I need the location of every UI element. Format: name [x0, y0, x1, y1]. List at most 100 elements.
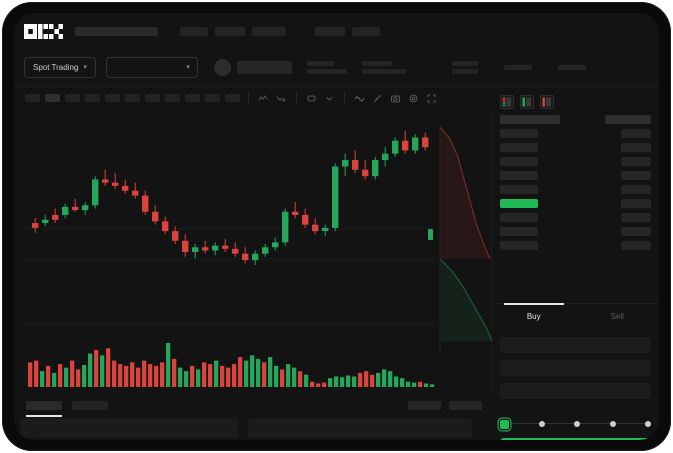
orderbook-row[interactable]: [500, 185, 538, 194]
market-subheader: Spot Trading ▾ ▾: [14, 49, 659, 87]
orderbook-column-header: [500, 115, 560, 124]
orderbook-row[interactable]: [621, 241, 651, 250]
slider-stop-4[interactable]: [645, 421, 651, 427]
orderbook-row[interactable]: [500, 241, 538, 250]
orderbook-row[interactable]: [500, 213, 538, 222]
wave-indicator-icon[interactable]: [353, 92, 366, 105]
orders-actions: [408, 400, 492, 410]
bottom-tab-1[interactable]: [26, 400, 62, 417]
bottom-tab-2[interactable]: [72, 400, 108, 410]
header-search-placeholder[interactable]: [75, 26, 158, 36]
timeframe-button-5[interactable]: [105, 94, 120, 102]
nav-item-2[interactable]: [215, 26, 245, 36]
nav-item-5[interactable]: [352, 26, 380, 36]
timeframe-button-9[interactable]: [185, 94, 200, 102]
orders-action-2[interactable]: [449, 400, 482, 410]
tab-buy-label: Buy: [526, 312, 541, 321]
ruler-drawing-icon[interactable]: [371, 92, 384, 105]
slider-stop-0[interactable]: [500, 419, 509, 429]
stat-label: [557, 65, 586, 70]
price-chart[interactable]: [14, 109, 492, 392]
timeframe-button-7[interactable]: [145, 94, 160, 102]
tab-buy[interactable]: Buy: [492, 303, 576, 329]
timeframe-button-11[interactable]: [225, 94, 240, 102]
toolbar-divider: [248, 92, 249, 104]
indicator-icon[interactable]: [305, 92, 318, 105]
timeframe-button-8[interactable]: [165, 94, 180, 102]
timeframe-button-1[interactable]: [25, 94, 40, 102]
orderbook-left-column: [500, 115, 560, 250]
camera-snapshot-icon[interactable]: [389, 92, 402, 105]
stat-label: [503, 65, 532, 70]
submit-buy-button[interactable]: [500, 438, 651, 440]
orderbook-row[interactable]: [621, 129, 651, 138]
orderbook-row[interactable]: [500, 143, 538, 152]
settings-gear-icon[interactable]: [407, 92, 420, 105]
market-stat-group-5: [557, 65, 586, 70]
order-side-tabs: Buy Sell: [492, 303, 659, 329]
order-form: [492, 329, 659, 399]
okx-logo-icon[interactable]: [24, 23, 63, 39]
orderbook-row[interactable]: [500, 171, 538, 180]
nav-item-4[interactable]: [315, 26, 345, 36]
order-amount-field[interactable]: [500, 360, 651, 376]
stat-value: [361, 69, 406, 74]
orderbook-view-modes: [492, 87, 659, 115]
orderbook-buy-only-view-icon[interactable]: [520, 95, 534, 109]
orderbook-row[interactable]: [500, 227, 538, 236]
timeframe-button-4[interactable]: [85, 94, 100, 102]
orderbook-column-header: [605, 115, 651, 124]
market-type-dropdown[interactable]: Spot Trading ▾: [24, 57, 96, 78]
chevron-down-icon[interactable]: [323, 92, 336, 105]
order-total-field[interactable]: [500, 383, 651, 399]
toolbar-divider: [344, 92, 345, 104]
orderbook-row[interactable]: [621, 199, 651, 208]
market-stat-group-4: [503, 65, 532, 70]
tab-sell[interactable]: Sell: [576, 304, 660, 329]
timeframe-button-6[interactable]: [125, 94, 140, 102]
candlestick-chart-svg: [24, 125, 492, 387]
orderbook-row[interactable]: [621, 185, 651, 194]
slider-stop-2[interactable]: [574, 421, 580, 427]
orderbook-row[interactable]: [621, 227, 651, 236]
orderbook-row[interactable]: [500, 129, 538, 138]
chevron-down-icon: ▾: [83, 64, 87, 71]
orders-action-1[interactable]: [408, 400, 441, 410]
slider-stop-3[interactable]: [609, 421, 616, 427]
orderbook-row[interactable]: [621, 143, 651, 152]
nav-item-3[interactable]: [252, 26, 286, 36]
coin-avatar-icon: [213, 59, 231, 76]
fullscreen-expand-icon[interactable]: [425, 92, 438, 105]
orderbook-row[interactable]: [621, 171, 651, 180]
candlestick-chart-icon[interactable]: [257, 92, 270, 105]
nav-item-1[interactable]: [180, 26, 208, 36]
orderbook-row[interactable]: [621, 157, 651, 166]
orders-tabbar: [14, 392, 492, 418]
orderbook-row[interactable]: [621, 213, 651, 222]
orderbook-sell-only-view-icon[interactable]: [540, 95, 554, 109]
device-screen: Spot Trading ▾ ▾: [14, 13, 659, 440]
orderbook-both-sides-view-icon[interactable]: [500, 95, 514, 109]
chevron-down-icon: ▾: [186, 64, 190, 71]
timeframe-button-3[interactable]: [65, 94, 80, 102]
toolbar-divider: [296, 92, 297, 104]
orderbook-row-highlighted[interactable]: [500, 199, 538, 208]
bottom-panel-2[interactable]: [248, 418, 472, 438]
timeframe-button-2[interactable]: [45, 94, 60, 102]
chart-toolbar: [14, 87, 659, 109]
line-chart-icon[interactable]: [275, 92, 288, 105]
trading-pair-select[interactable]: ▾: [105, 57, 198, 78]
order-price-field[interactable]: [500, 337, 651, 353]
orderbook-rows[interactable]: [492, 115, 659, 301]
timeframe-button-10[interactable]: [205, 94, 220, 102]
stat-label: [451, 61, 478, 66]
slider-stop-1[interactable]: [538, 421, 545, 427]
bottom-panel-1[interactable]: [20, 418, 238, 438]
orderbook-row[interactable]: [500, 157, 538, 166]
app-header: [14, 13, 659, 49]
orderbook-right-column: [605, 115, 651, 250]
order-amount-slider[interactable]: [500, 417, 651, 431]
market-stat-group-2: [361, 61, 406, 74]
